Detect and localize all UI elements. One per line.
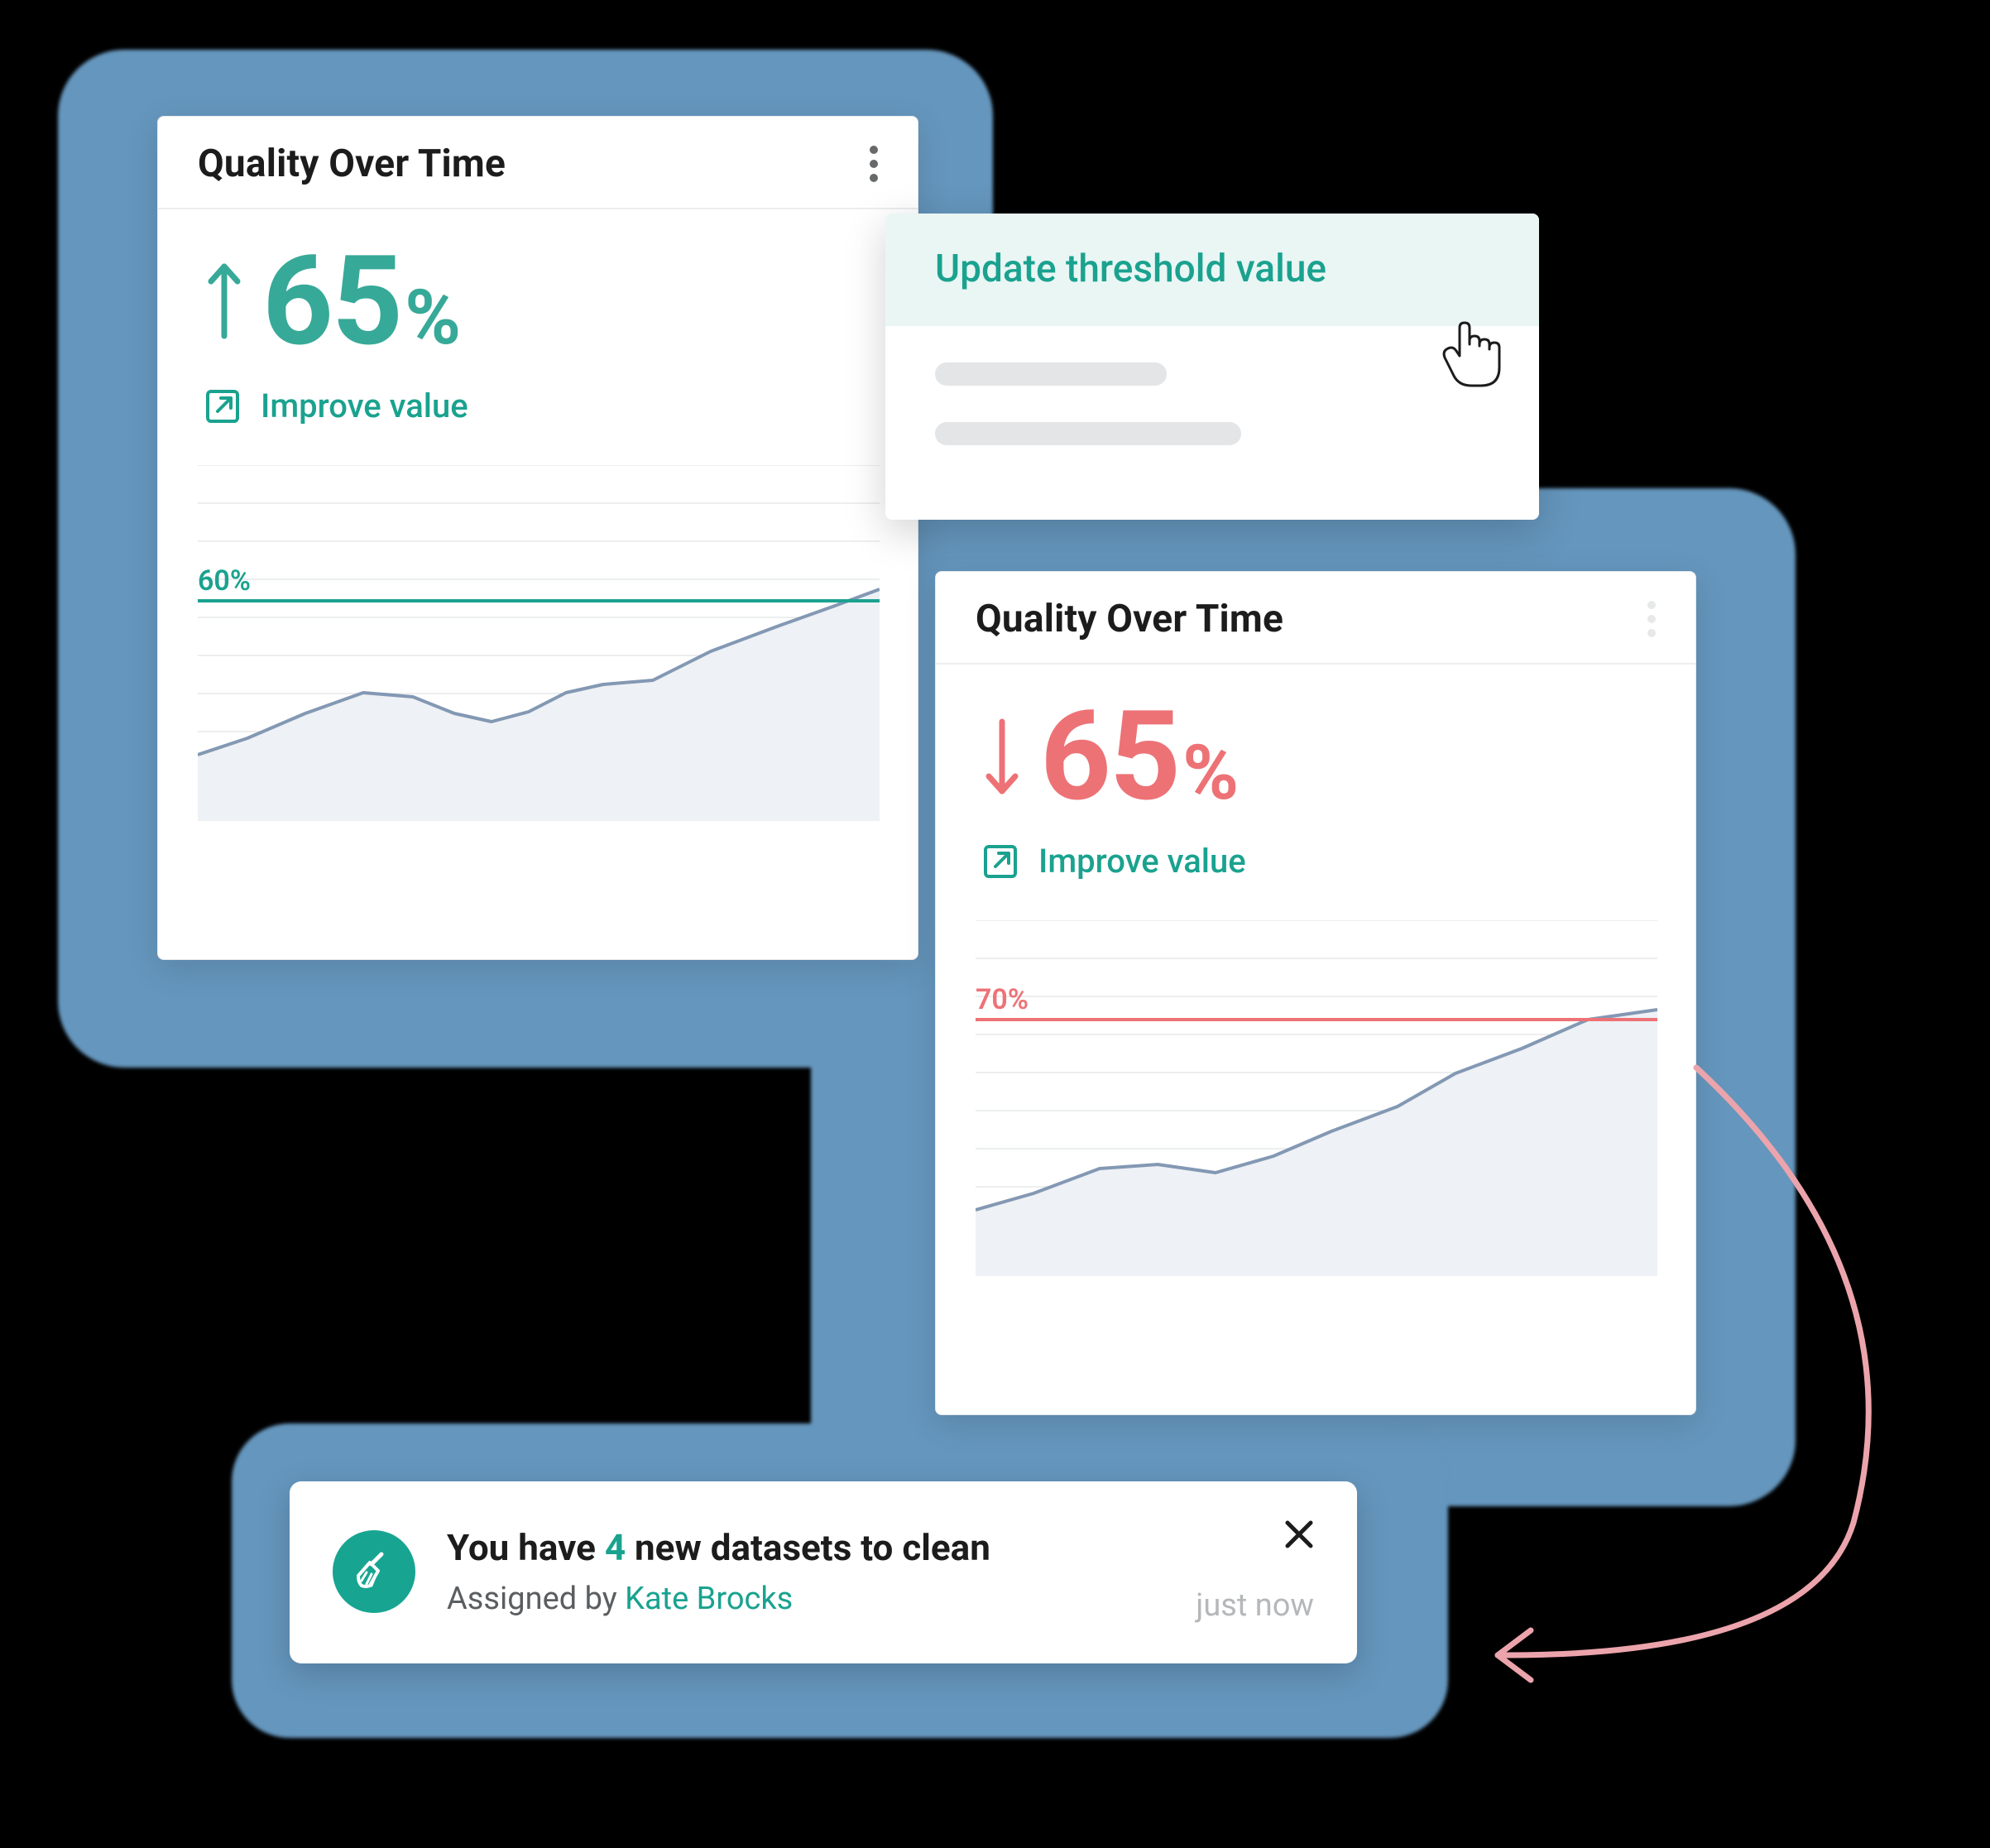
improve-value-link[interactable]: Improve value — [204, 386, 878, 425]
metric-block: 65 % Improve value — [158, 209, 918, 432]
stage: Quality Over Time 65 % — [0, 0, 1990, 1848]
toast-subtitle: Assigned by Kate Brocks — [447, 1581, 990, 1617]
quality-card-left: Quality Over Time 65 % — [157, 116, 918, 960]
metric-row: 65 % — [982, 694, 1656, 818]
trend-up-arrow-icon — [204, 260, 244, 343]
notification-toast[interactable]: You have 4 new datasets to clean Assigne… — [290, 1481, 1357, 1663]
pointer-cursor-icon — [1438, 314, 1508, 394]
toast-msg-prefix: You have — [447, 1526, 605, 1569]
card-title: Quality Over Time — [198, 142, 506, 186]
card-header: Quality Over Time — [158, 117, 918, 209]
external-link-icon — [982, 843, 1019, 880]
close-icon[interactable] — [1284, 1519, 1314, 1549]
external-link-icon — [204, 388, 241, 425]
kebab-menu-button[interactable] — [870, 146, 878, 182]
toast-icon-badge — [333, 1530, 415, 1613]
threshold-label: 70% — [976, 983, 1029, 1016]
toast-title: You have 4 new datasets to clean — [447, 1526, 990, 1569]
metric-value: 65 — [262, 239, 401, 363]
chart-svg — [198, 465, 880, 821]
toast-meta: just now — [1196, 1519, 1314, 1624]
improve-label: Improve value — [261, 386, 468, 425]
chart-area: 60% — [198, 465, 880, 821]
card-title: Quality Over Time — [976, 597, 1283, 641]
improve-value-link[interactable]: Improve value — [982, 842, 1656, 881]
dropdown-item-placeholder-1[interactable] — [935, 362, 1167, 386]
improve-label: Improve value — [1038, 842, 1246, 881]
metric-block: 65 % Improve value — [936, 665, 1695, 887]
toast-msg-suffix: new datasets to clean — [626, 1526, 990, 1569]
trend-down-arrow-icon — [982, 715, 1022, 798]
toast-assignee: Kate Brocks — [625, 1581, 793, 1617]
toast-timestamp: just now — [1196, 1587, 1314, 1624]
metric-row: 65 % — [204, 239, 878, 363]
connector-arrow — [1423, 1059, 1936, 1688]
metric-unit: % — [405, 281, 461, 357]
card-header: Quality Over Time — [936, 572, 1695, 665]
metric-value: 65 — [1040, 694, 1179, 818]
dropdown-item-placeholder-2[interactable] — [935, 422, 1241, 445]
toast-text: You have 4 new datasets to clean Assigne… — [447, 1526, 990, 1617]
broom-icon — [352, 1549, 396, 1594]
toast-assigned-prefix: Assigned by — [447, 1581, 625, 1617]
dropdown-item-update-threshold[interactable]: Update threshold value — [885, 214, 1539, 326]
kebab-menu-button[interactable] — [1647, 601, 1656, 637]
dropdown-item-label: Update threshold value — [935, 247, 1326, 291]
threshold-label: 60% — [198, 564, 251, 598]
metric-unit: % — [1182, 736, 1239, 812]
toast-count: 4 — [605, 1526, 626, 1569]
